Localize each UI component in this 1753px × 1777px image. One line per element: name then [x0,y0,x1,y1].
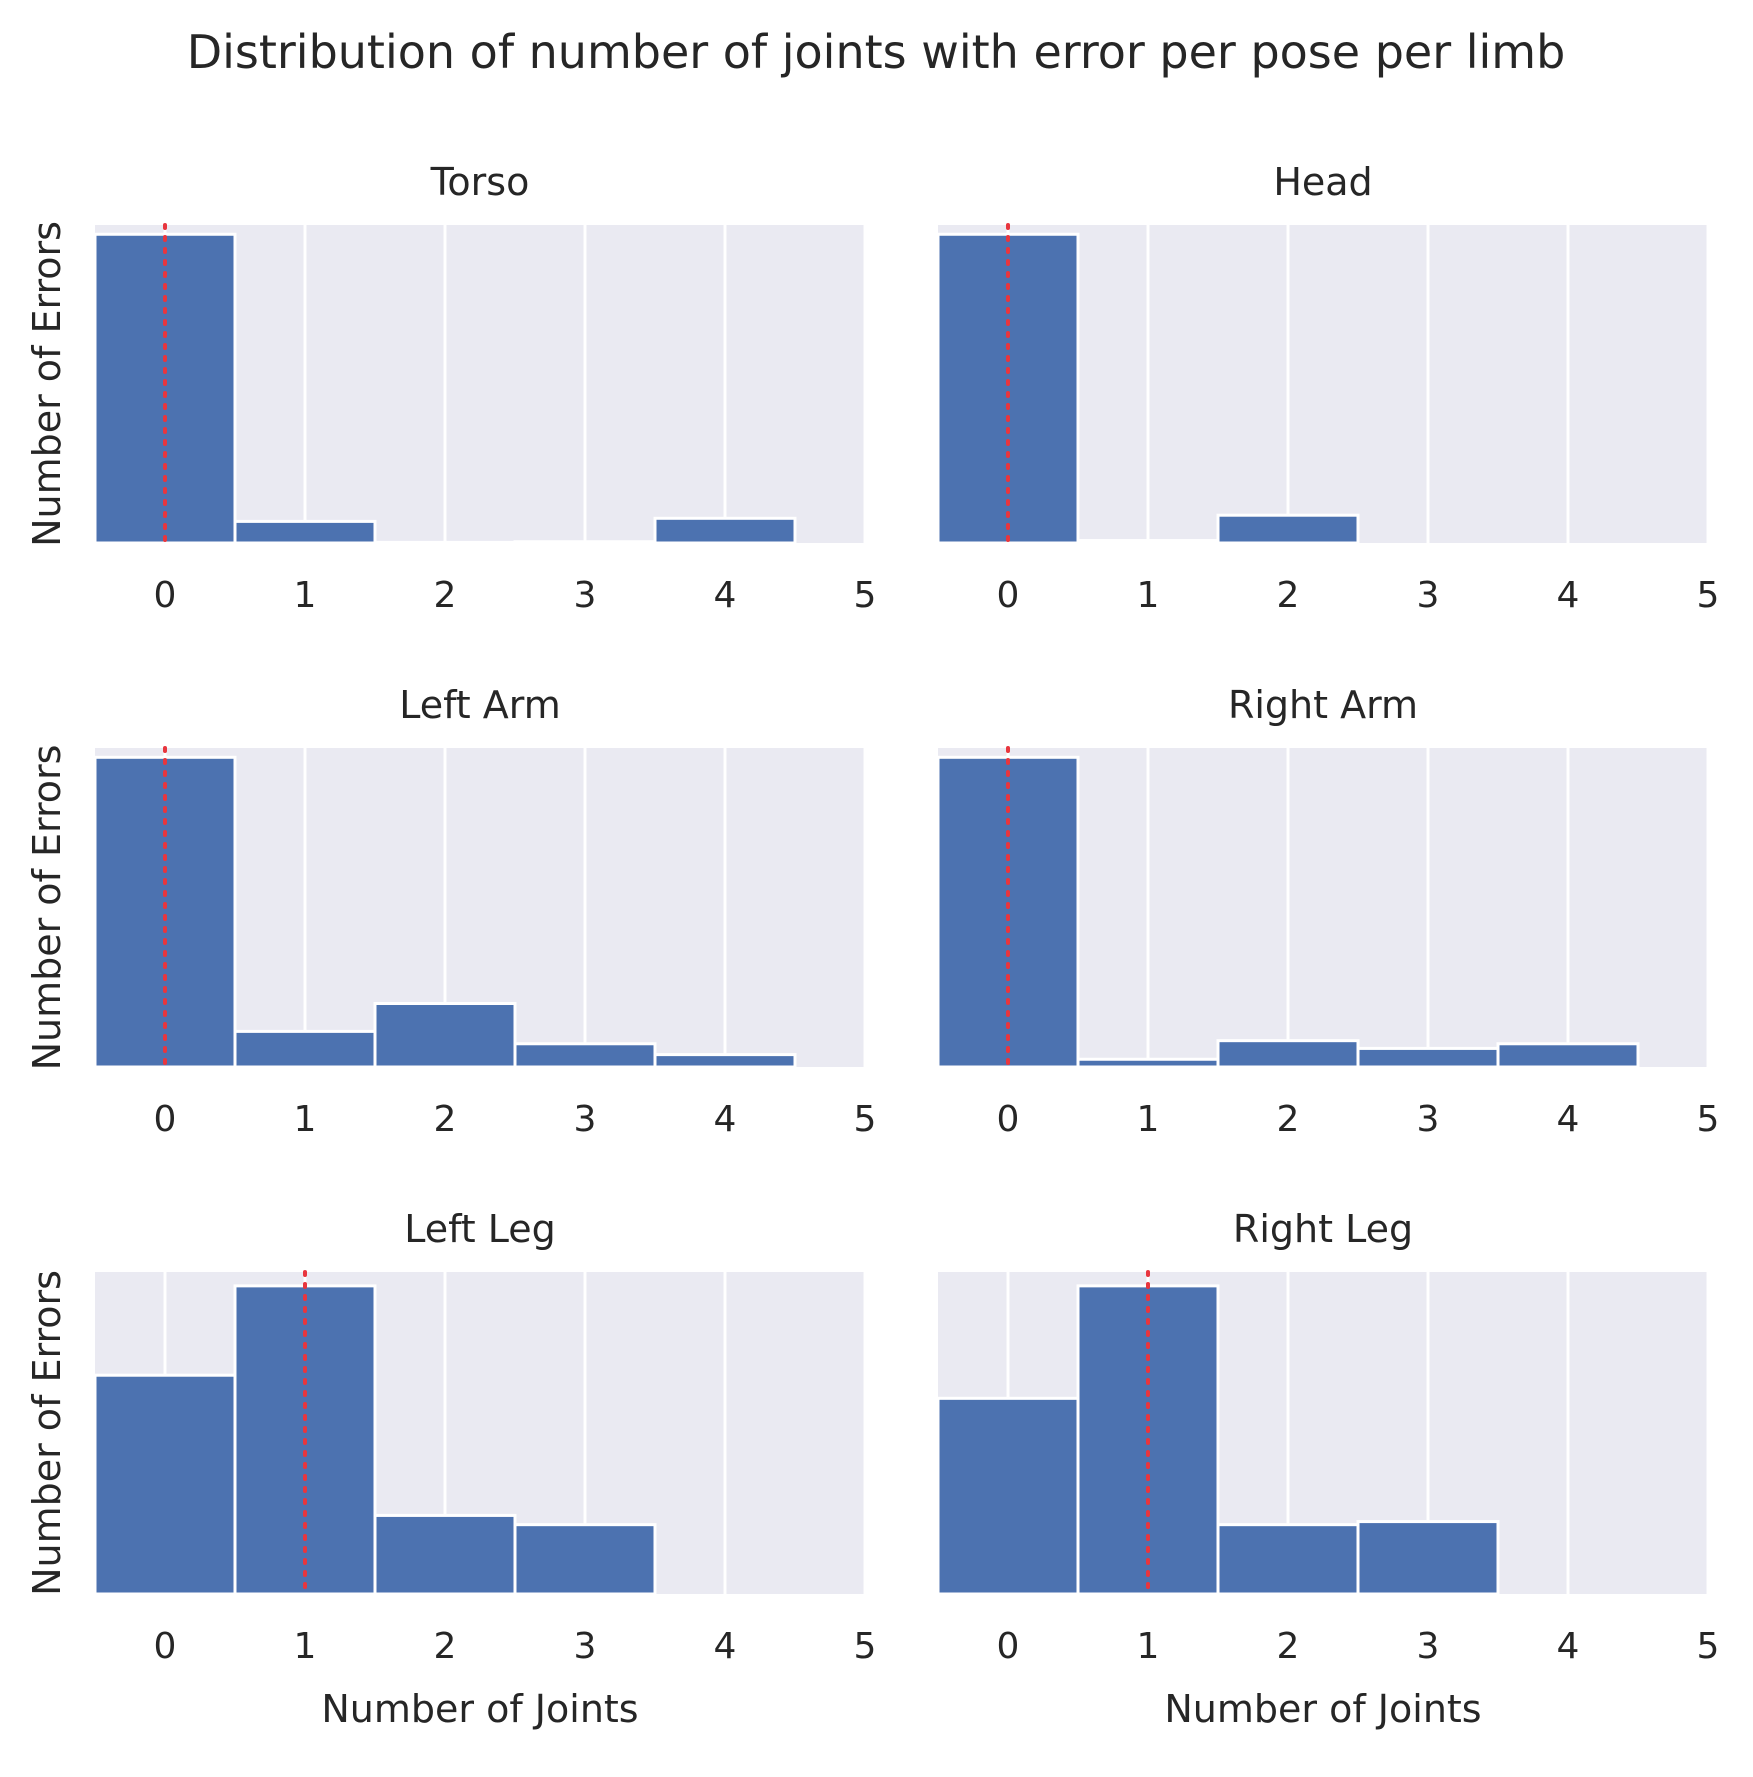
x-axis-label: Number of Joints [1164,1687,1481,1731]
x-tick-label: 0 [997,1099,1020,1140]
panel-title: Left Arm [399,683,561,727]
bar [233,519,377,545]
x-tick-label: 5 [1697,1099,1720,1140]
panel-title: Torso [430,160,530,204]
x-tick-label: 0 [154,575,177,616]
x-tick-label: 4 [1557,1626,1580,1667]
x-tick-label: 2 [1277,575,1300,616]
x-tick-label: 1 [1137,1099,1160,1140]
y-axis-label: Number of Errors [25,1270,69,1596]
panel-title: Right Arm [1228,683,1418,727]
panel-left-leg: 0 1 2 3 4 5 Left Leg Number of Errors Number of … [25,1207,876,1731]
x-tick-label: 1 [294,1626,317,1667]
x-tick-label: 0 [997,575,1020,616]
x-tick-label: 5 [1697,1626,1720,1667]
x-tick-label: 2 [434,1099,457,1140]
bar [233,1029,377,1069]
bar [936,1396,1080,1596]
x-tick-label: 1 [1137,1626,1160,1667]
x-tick-label: 3 [1417,1626,1440,1667]
bar [1076,539,1220,545]
bar [93,232,237,545]
panel-left-arm: 0 1 2 3 4 5 Left Arm Number of Errors [25,683,876,1140]
bar [653,516,797,545]
bar [936,755,1080,1069]
x-tick-label: 1 [1137,575,1160,616]
bar [373,1002,517,1069]
bar [1216,513,1360,545]
panel-torso: 0 1 2 3 4 5 Torso Number of Errors [25,160,876,616]
bar [1356,1046,1500,1069]
x-axis-label: Number of Joints [321,1687,638,1731]
x-tick-label: 3 [574,1099,597,1140]
bar [1076,1057,1220,1069]
x-tick-label: 4 [714,1099,737,1140]
bar [513,1523,657,1596]
bar [93,755,237,1069]
x-tick-label: 2 [1277,1099,1300,1140]
bar [373,540,517,545]
y-axis-label: Number of Errors [25,221,69,547]
y-axis-label: Number of Errors [25,745,69,1071]
bar [1356,1520,1500,1596]
x-tick-label: 3 [1417,1099,1440,1140]
x-tick-label: 4 [1557,1099,1580,1140]
x-tick-label: 4 [714,1626,737,1667]
x-tick-label: 3 [574,575,597,616]
bar [1216,1039,1360,1069]
figure-title: Distribution of number of joints with er… [187,25,1566,79]
x-tick-label: 2 [434,575,457,616]
bar [1496,1042,1640,1069]
x-tick-label: 4 [1557,575,1580,616]
panel-title: Left Leg [404,1207,556,1251]
x-tick-label: 1 [294,1099,317,1140]
x-tick-label: 5 [854,1626,877,1667]
panel-right-arm: 0 1 2 3 4 5 Right Arm [936,683,1720,1140]
x-tick-label: 1 [294,575,317,616]
bar [653,1053,797,1069]
panel-title: Right Leg [1233,1207,1413,1251]
x-tick-label: 0 [154,1099,177,1140]
panel-head: 0 1 2 3 4 5 Head [936,160,1720,616]
x-tick-label: 5 [854,1099,877,1140]
panels-group: 0 1 2 3 4 5 Torso Number of Errors 0 1 2 3 4 5 Head 0 1 2… [25,160,1719,1731]
x-tick-label: 5 [854,575,877,616]
x-tick-label: 4 [714,575,737,616]
x-tick-label: 3 [574,1626,597,1667]
x-tick-label: 0 [154,1626,177,1667]
x-tick-label: 3 [1417,575,1440,616]
bar [513,540,657,545]
bar [513,1042,657,1069]
x-tick-label: 2 [1277,1626,1300,1667]
bar [1216,1523,1360,1596]
x-tick-label: 5 [1697,575,1720,616]
panel-title: Head [1273,160,1372,204]
panel-right-leg: 0 1 2 3 4 5 Right Leg Number of Joints [936,1207,1720,1731]
x-tick-label: 0 [997,1626,1020,1667]
bar [93,1373,237,1596]
x-tick-label: 2 [434,1626,457,1667]
bar [373,1513,517,1596]
bar [936,232,1080,545]
